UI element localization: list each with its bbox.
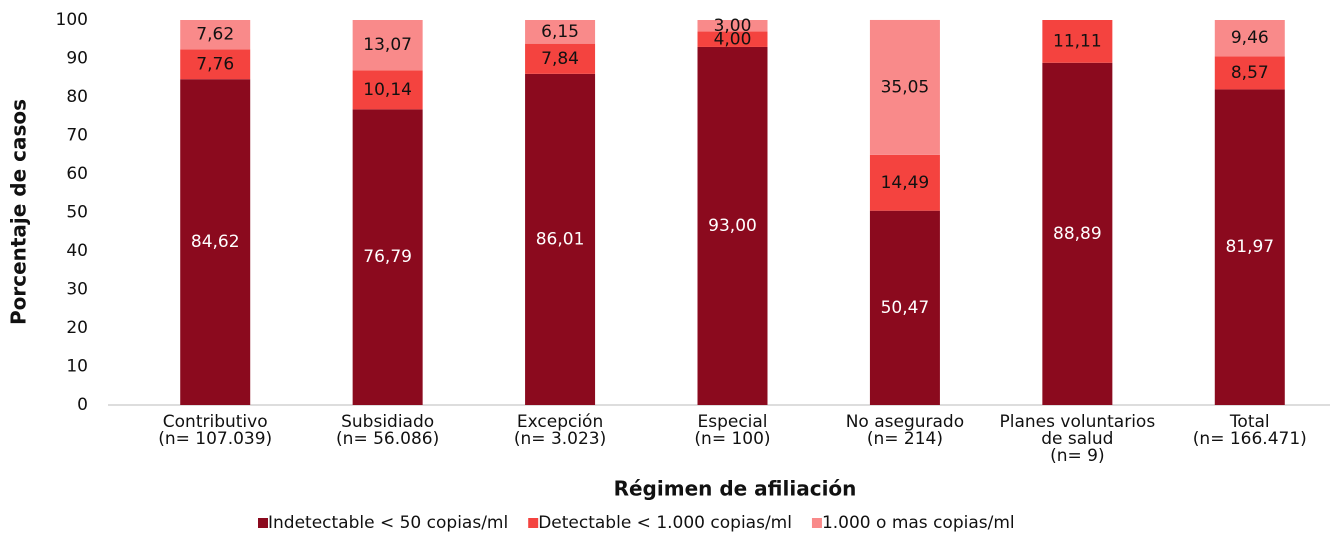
bar-segment bbox=[869, 154, 940, 211]
bar-segment bbox=[180, 49, 251, 80]
legend-swatch bbox=[258, 518, 268, 528]
bar-segment bbox=[352, 70, 423, 110]
data-label: 9,46 bbox=[1231, 28, 1269, 48]
data-label: 3,00 bbox=[714, 16, 752, 36]
x-tick-label: (n= 166.471) bbox=[1193, 429, 1307, 449]
y-tick-label: 10 bbox=[66, 357, 88, 377]
x-tick-label: (n= 3.023) bbox=[514, 429, 606, 449]
y-axis-title: Porcentaje de casos bbox=[7, 99, 31, 325]
data-label: 50,47 bbox=[881, 298, 930, 318]
data-label: 7,76 bbox=[196, 54, 234, 74]
bar-segment bbox=[869, 210, 940, 405]
legend-swatch bbox=[528, 518, 539, 528]
y-tick-label: 0 bbox=[77, 395, 88, 415]
data-label: 81,97 bbox=[1225, 237, 1274, 257]
x-tick-label: Total bbox=[1229, 412, 1270, 432]
x-tick-label: (n= 9) bbox=[1050, 446, 1105, 466]
y-tick-label: 80 bbox=[66, 87, 88, 107]
data-label: 4,00 bbox=[714, 29, 752, 49]
x-tick-label: (n= 100) bbox=[694, 429, 770, 449]
bar-segment bbox=[697, 31, 768, 47]
bar-segment bbox=[1214, 20, 1285, 57]
bar-segment bbox=[697, 20, 768, 32]
y-tick-label: 20 bbox=[66, 318, 88, 338]
bar-segment bbox=[1214, 56, 1285, 90]
data-label: 14,49 bbox=[881, 173, 930, 193]
bar-segment bbox=[352, 109, 423, 406]
bar-segment bbox=[525, 73, 596, 405]
data-label: 7,84 bbox=[541, 49, 579, 69]
y-tick-label: 30 bbox=[66, 280, 88, 300]
data-label: 86,01 bbox=[536, 229, 585, 249]
y-tick-label: 40 bbox=[66, 241, 88, 261]
data-label: 84,62 bbox=[191, 232, 240, 252]
bar-segment bbox=[525, 20, 596, 44]
y-tick-label: 60 bbox=[66, 164, 88, 184]
x-tick-label: Especial bbox=[697, 412, 767, 432]
data-label: 88,89 bbox=[1053, 224, 1102, 244]
legend-label: Detectable < 1.000 copias/ml bbox=[538, 513, 792, 533]
bar-segment bbox=[525, 43, 596, 74]
y-tick-label: 50 bbox=[66, 203, 88, 223]
data-label: 13,07 bbox=[363, 35, 412, 55]
bar-segment bbox=[352, 20, 423, 71]
x-tick-label: (n= 214) bbox=[867, 429, 943, 449]
bar-segment bbox=[1042, 62, 1113, 405]
legend-label: Indetectable < 50 copias/ml bbox=[268, 513, 508, 533]
bar-segment bbox=[1042, 20, 1113, 63]
data-label: 8,57 bbox=[1231, 63, 1269, 83]
data-label: 10,14 bbox=[363, 80, 412, 100]
legend-label: 1.000 o mas copias/ml bbox=[822, 513, 1015, 533]
x-tick-label: Excepción bbox=[517, 412, 603, 432]
data-label: 93,00 bbox=[708, 216, 757, 236]
x-tick-label: No asegurado bbox=[846, 412, 964, 432]
legend-swatch bbox=[811, 518, 822, 528]
y-tick-label: 100 bbox=[56, 10, 88, 30]
x-tick-label: Subsidiado bbox=[341, 412, 434, 432]
x-axis-title: Régimen de afiliación bbox=[614, 477, 857, 501]
bar-segment bbox=[869, 19, 940, 155]
x-tick-label: Planes voluntarios bbox=[1000, 412, 1156, 432]
bar-segment bbox=[180, 79, 251, 405]
data-label: 35,05 bbox=[881, 77, 930, 97]
bar-segment bbox=[697, 46, 768, 405]
data-label: 7,62 bbox=[196, 25, 234, 45]
x-tick-label: (n= 56.086) bbox=[336, 429, 439, 449]
x-tick-label: Contributivo bbox=[163, 412, 268, 432]
x-tick-label: de salud bbox=[1041, 429, 1113, 449]
y-tick-label: 90 bbox=[66, 49, 88, 69]
data-label: 76,79 bbox=[363, 247, 412, 267]
data-label: 11,11 bbox=[1053, 31, 1102, 51]
bar-segment bbox=[180, 20, 251, 50]
y-tick-label: 70 bbox=[66, 126, 88, 146]
x-tick-label: (n= 107.039) bbox=[158, 429, 272, 449]
bar-segment bbox=[1214, 89, 1285, 405]
data-label: 6,15 bbox=[541, 22, 579, 42]
